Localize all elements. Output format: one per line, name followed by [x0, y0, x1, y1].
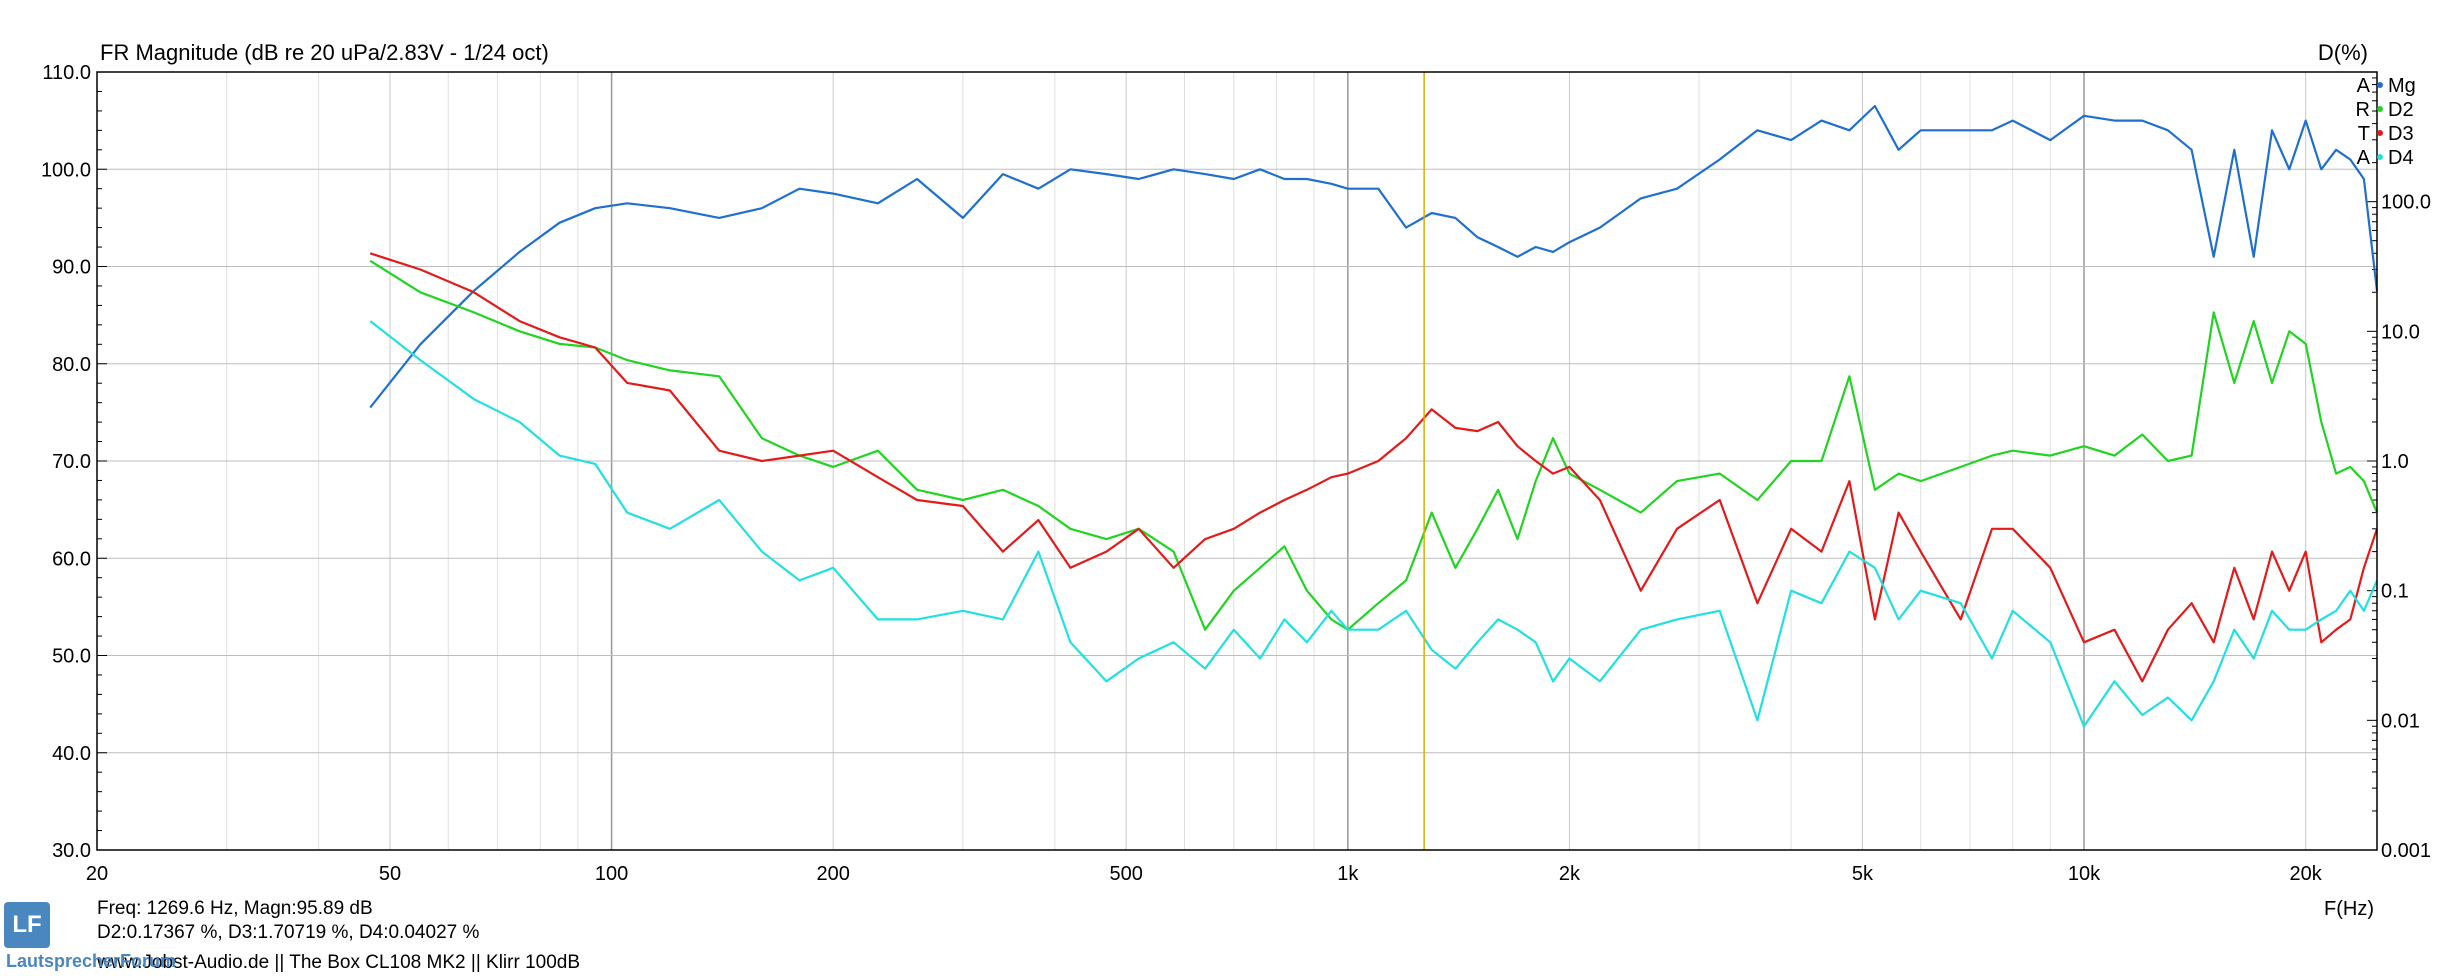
legend-swatch: [2377, 82, 2383, 88]
legend-label: D4: [2388, 147, 2414, 169]
y-right-tick-labels: 100.0 10.0 1.0 0.1 0.01 0.001: [2381, 192, 2431, 862]
x-tick-label: 20k: [2290, 863, 2323, 885]
y-left-tick-label: 60.0: [52, 548, 91, 570]
series-line-d3: [369, 252, 2379, 683]
y-right-tick-label: 0.01: [2381, 710, 2420, 732]
legend-swatch: [2377, 106, 2383, 112]
y-left-tick-labels: 110.0 100.0 90.0 80.0 70.0 60.0 50.0 40.0 30.0: [41, 62, 91, 862]
x-tick-label: 5k: [1852, 863, 1874, 885]
series-lines: [369, 104, 2379, 728]
readout-line-2: D2:0.17367 %, D3:1.70719 %, D4:0.04027 %: [97, 922, 480, 943]
legend-swatch: [2377, 154, 2383, 160]
series-line-d4: [369, 320, 2379, 728]
logo-text: LautsprecherForum: [6, 951, 177, 971]
logo-mark: LF: [4, 902, 50, 948]
x-tick-label: 20: [86, 863, 108, 885]
y-right-tick-label: 0.001: [2381, 840, 2431, 862]
grid: [96, 71, 2377, 851]
y-left-tick-label: 100.0: [41, 159, 91, 181]
y-left-tick-label: 40.0: [52, 743, 91, 765]
readout-line-1: Freq: 1269.6 Hz, Magn:95.89 dB: [97, 898, 373, 919]
x-tick-label: 100: [595, 863, 628, 885]
y-left-tick-label: 90.0: [52, 257, 91, 279]
footer-text: www.Jobst-Audio.de || The Box CL108 MK2 …: [97, 952, 581, 973]
x-tick-label: 50: [379, 863, 401, 885]
y-left-tick-label: 70.0: [52, 451, 91, 473]
legend-marker: T: [2358, 123, 2370, 145]
x-tick-label: 10k: [2068, 863, 2101, 885]
x-tick-label: 200: [817, 863, 850, 885]
y-left-tick-label: 80.0: [52, 354, 91, 376]
legend: A Mg R D2 T D3 A D4: [2356, 75, 2416, 169]
x-axis-label: F(Hz): [2324, 898, 2374, 920]
y-right-tick-label: 100.0: [2381, 192, 2431, 214]
legend-marker: R: [2356, 99, 2370, 121]
legend-marker: A: [2357, 75, 2371, 97]
series-line-mg: [369, 104, 2379, 409]
y-left-tick-label: 30.0: [52, 840, 91, 862]
x-tick-label: 500: [1110, 863, 1143, 885]
right-axis-title: D(%): [2318, 40, 2368, 65]
y-right-tick-label: 10.0: [2381, 321, 2420, 343]
y-right-tick-label: 0.1: [2381, 581, 2409, 603]
x-tick-label: 2k: [1559, 863, 1581, 885]
y-right-tick-label: 1.0: [2381, 451, 2409, 473]
x-tick-label: 1k: [1337, 863, 1359, 885]
series-line-d2: [369, 259, 2379, 631]
legend-label: Mg: [2388, 75, 2416, 97]
chart-title: FR Magnitude (dB re 20 uPa/2.83V - 1/24 …: [100, 40, 549, 65]
y-left-tick-label: 110.0: [42, 62, 91, 84]
legend-label: D2: [2388, 99, 2414, 121]
plot-frame: [96, 71, 2378, 851]
legend-label: D3: [2388, 123, 2414, 145]
y-left-tick-label: 50.0: [52, 646, 91, 668]
legend-swatch: [2377, 130, 2383, 136]
x-tick-labels: 20 50 100 200 500 1k 2k 5k 10k 20k: [86, 863, 2323, 885]
legend-marker: A: [2357, 147, 2371, 169]
